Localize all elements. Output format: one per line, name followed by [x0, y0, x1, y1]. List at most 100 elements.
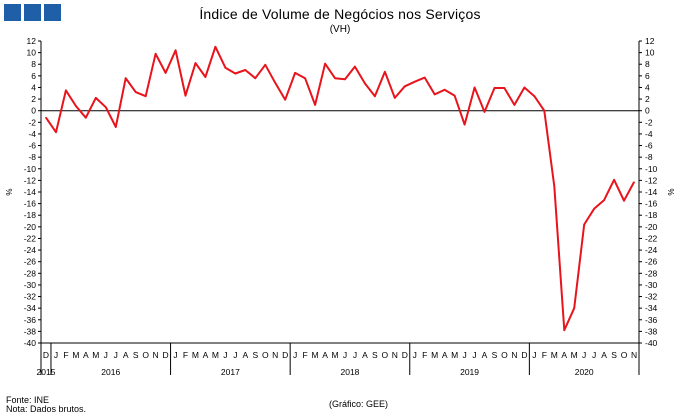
month-tick-label: A — [601, 350, 607, 360]
data-point — [55, 131, 57, 133]
data-point — [104, 106, 107, 109]
month-tick-label: N — [272, 350, 278, 360]
y-tick-label-right: 10 — [645, 48, 655, 58]
y-tick-label-right: -40 — [645, 338, 658, 348]
y-tick-label-right: -8 — [645, 152, 653, 162]
y-tick-label-right: 6 — [645, 71, 650, 81]
month-tick-label: J — [353, 350, 357, 360]
month-tick-label: O — [382, 350, 389, 360]
y-tick-label-left: 2 — [31, 94, 36, 104]
y-tick-label-left: -20 — [24, 222, 37, 232]
year-label: 2018 — [341, 367, 360, 377]
month-tick-label: D — [282, 350, 288, 360]
y-tick-label-left: -38 — [24, 326, 37, 336]
data-point — [65, 89, 67, 92]
y-tick-label-left: -32 — [24, 292, 37, 302]
month-tick-label: S — [133, 350, 139, 360]
data-point — [154, 52, 157, 55]
data-point — [244, 69, 247, 71]
y-tick-label-right: -32 — [645, 292, 658, 302]
month-tick-label: F — [183, 350, 188, 360]
y-tick-label-right: -36 — [645, 315, 658, 325]
month-tick-label: D — [402, 350, 408, 360]
data-point — [144, 95, 147, 97]
data-point — [633, 181, 635, 183]
y-tick-label-right: -28 — [645, 268, 658, 278]
month-tick-label: F — [63, 350, 68, 360]
month-tick-label: M — [331, 350, 338, 360]
y-tick-label-left: -18 — [24, 210, 37, 220]
y-tick-label-right: -34 — [645, 303, 658, 313]
y-tick-label-left: 10 — [27, 48, 37, 58]
y-tick-label-right: 8 — [645, 59, 650, 69]
month-tick-label: M — [212, 350, 219, 360]
data-point — [114, 126, 117, 128]
y-tick-label-right: -38 — [645, 326, 658, 336]
month-tick-label: M — [571, 350, 578, 360]
y-axis-label-right: % — [666, 188, 675, 195]
data-point — [473, 86, 476, 89]
data-point — [394, 97, 396, 99]
month-tick-label: A — [123, 350, 129, 360]
data-point — [523, 86, 526, 89]
month-tick-label: J — [173, 350, 177, 360]
month-tick-label: M — [192, 350, 199, 360]
y-tick-label-left: -34 — [24, 303, 37, 313]
month-tick-label: N — [153, 350, 159, 360]
data-point — [174, 49, 177, 52]
month-tick-label: M — [92, 350, 99, 360]
y-tick-label-right: 2 — [645, 94, 650, 104]
month-tick-label: M — [431, 350, 438, 360]
month-tick-label: J — [582, 350, 586, 360]
data-point — [344, 78, 346, 81]
month-tick-label: J — [114, 350, 118, 360]
y-tick-label-right: -2 — [645, 117, 653, 127]
data-point — [124, 77, 127, 79]
y-tick-label-right: -30 — [645, 280, 658, 290]
data-point — [254, 77, 257, 79]
data-note: Nota: Dados brutos. — [6, 404, 87, 414]
month-tick-label: F — [303, 350, 308, 360]
data-point — [85, 116, 87, 119]
month-tick-label: M — [551, 350, 558, 360]
month-tick-label: S — [611, 350, 617, 360]
month-tick-label: J — [54, 350, 58, 360]
y-tick-label-right: -18 — [645, 210, 658, 220]
logo-block-1 — [4, 4, 21, 21]
y-tick-label-right: -14 — [645, 187, 658, 197]
data-point — [433, 93, 436, 96]
month-tick-label: J — [104, 350, 108, 360]
data-point — [463, 123, 466, 126]
y-tick-label-left: -36 — [24, 315, 37, 325]
y-tick-label-left: -14 — [24, 187, 37, 197]
chart-credit: (Gráfico: GEE) — [329, 399, 389, 409]
data-point — [483, 111, 486, 113]
data-point — [403, 85, 406, 88]
data-point — [364, 82, 366, 85]
data-point — [224, 66, 227, 69]
month-tick-label: D — [521, 350, 527, 360]
y-axis-label-left: % — [5, 188, 14, 195]
data-point — [45, 116, 47, 119]
y-tick-label-right: -12 — [645, 175, 658, 185]
month-tick-label: J — [343, 350, 347, 360]
chart-title: Índice de Volume de Negócios nos Serviço… — [199, 6, 481, 22]
data-point — [593, 208, 595, 210]
data-point — [324, 62, 326, 65]
month-tick-label: O — [501, 350, 508, 360]
data-point — [75, 105, 77, 107]
data-point — [503, 87, 506, 89]
data-point — [294, 72, 296, 74]
data-point — [603, 199, 605, 201]
data-point — [194, 62, 197, 64]
y-tick-label-right: -6 — [645, 141, 653, 151]
month-tick-label: A — [561, 350, 567, 360]
y-tick-label-right: 4 — [645, 82, 650, 92]
month-tick-label: J — [293, 350, 297, 360]
data-point — [184, 94, 187, 97]
month-tick-label: J — [413, 350, 417, 360]
data-point — [563, 329, 566, 332]
month-tick-label: F — [422, 350, 427, 360]
year-label: 2015 — [37, 367, 56, 377]
